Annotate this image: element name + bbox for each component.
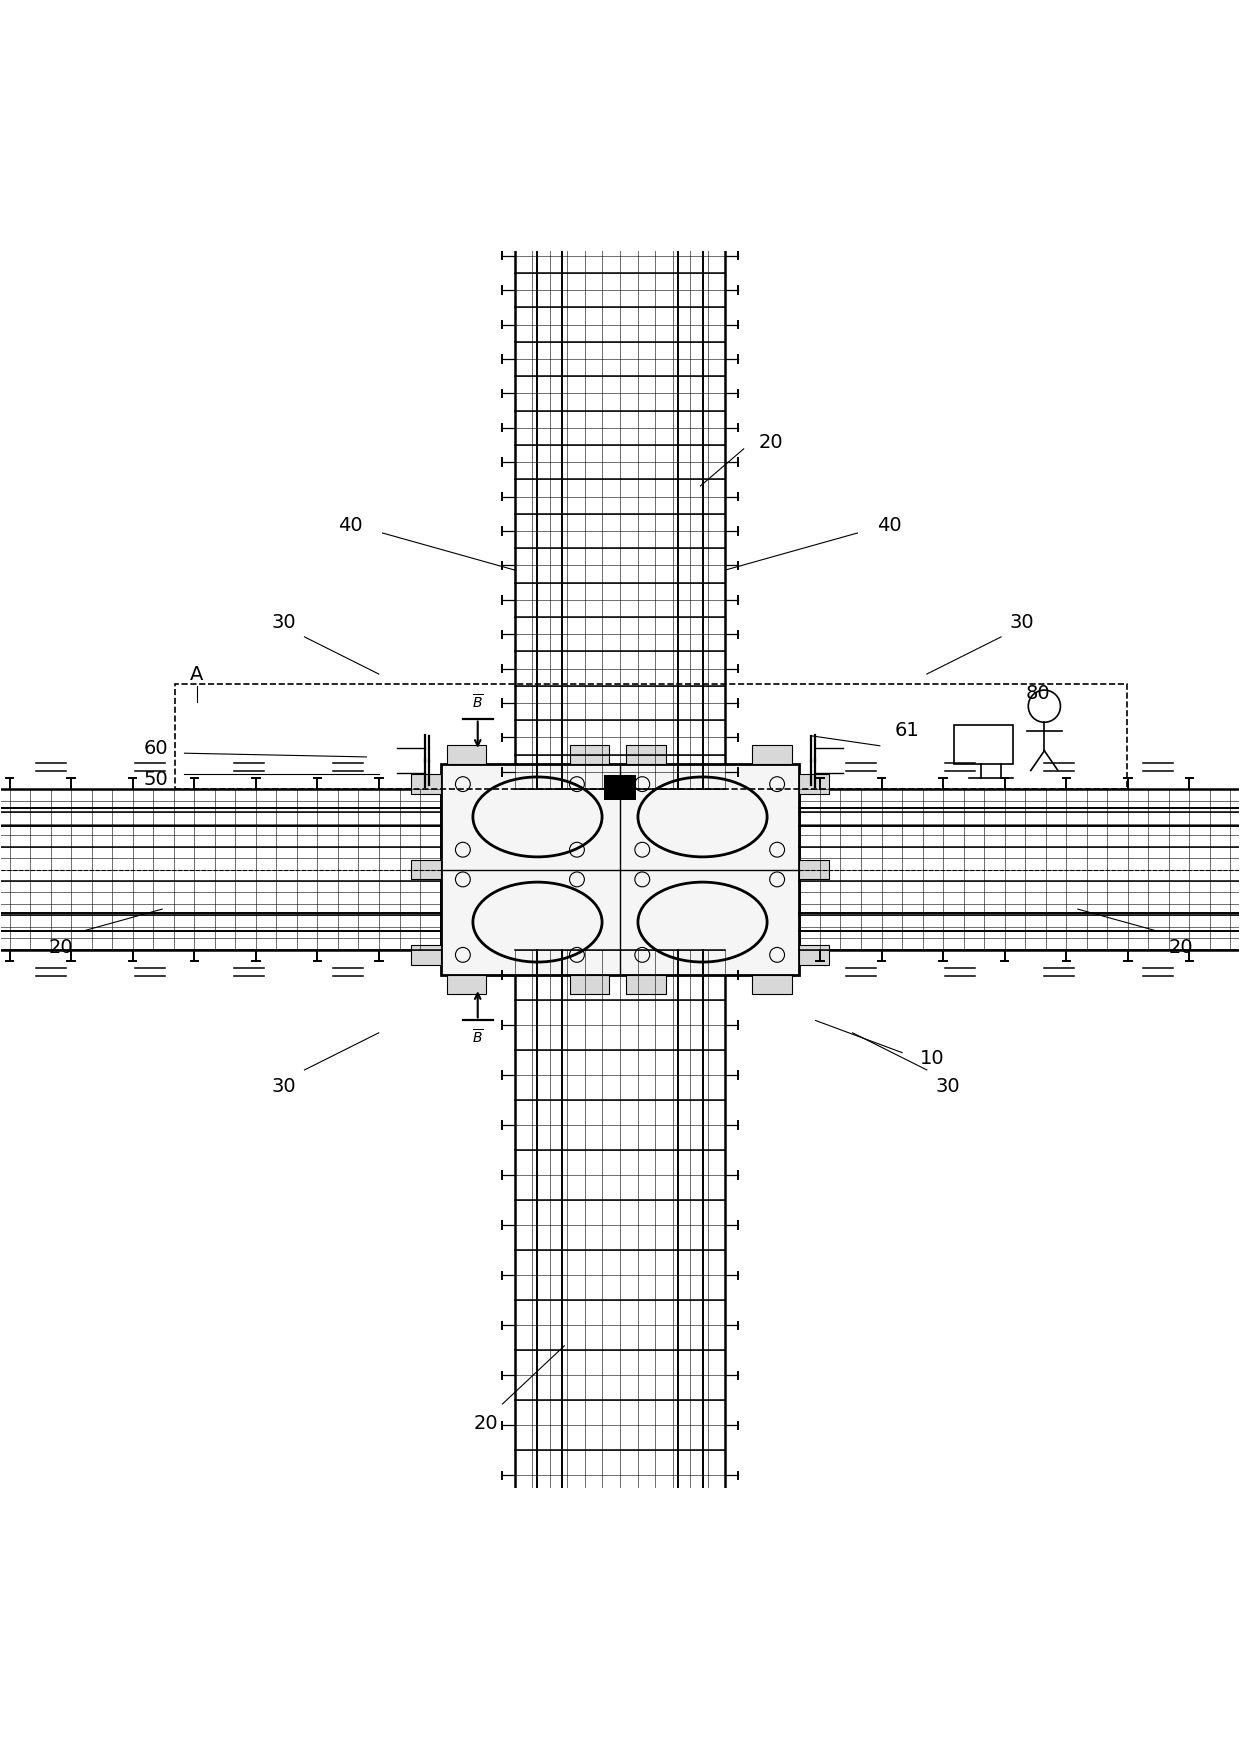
Bar xyxy=(569,744,609,765)
Bar xyxy=(440,765,800,974)
Text: 30: 30 xyxy=(935,1078,960,1096)
Text: $\overline{B}$: $\overline{B}$ xyxy=(472,1028,484,1047)
Bar xyxy=(410,774,440,795)
Bar xyxy=(753,974,792,995)
Bar xyxy=(800,944,830,965)
Bar xyxy=(515,949,725,1501)
Bar xyxy=(753,744,792,765)
Bar xyxy=(800,790,1240,949)
Bar xyxy=(626,974,666,995)
Text: 30: 30 xyxy=(1009,612,1034,631)
Bar xyxy=(626,744,666,765)
Bar xyxy=(446,974,486,995)
Text: 30: 30 xyxy=(272,612,296,631)
Text: 80: 80 xyxy=(1025,685,1050,703)
Bar xyxy=(800,859,830,880)
Text: $\overline{B}$: $\overline{B}$ xyxy=(472,692,484,711)
Text: 20: 20 xyxy=(48,937,73,956)
Bar xyxy=(604,776,636,800)
Bar xyxy=(954,725,1013,765)
Bar xyxy=(515,238,725,790)
Bar xyxy=(446,744,486,765)
Text: A: A xyxy=(190,664,203,683)
Text: 40: 40 xyxy=(339,516,362,536)
Text: 10: 10 xyxy=(919,1049,944,1068)
Text: 50: 50 xyxy=(144,770,169,790)
Text: 20: 20 xyxy=(1168,937,1193,956)
Bar xyxy=(410,944,440,965)
Text: 20: 20 xyxy=(759,433,784,452)
Bar xyxy=(0,790,440,949)
Text: 20: 20 xyxy=(474,1414,498,1433)
Bar xyxy=(800,774,830,795)
Bar xyxy=(410,859,440,880)
Bar xyxy=(569,974,609,995)
Text: 30: 30 xyxy=(272,1078,296,1096)
Text: 60: 60 xyxy=(144,739,169,758)
Text: 61: 61 xyxy=(895,722,919,741)
Bar xyxy=(175,683,1127,790)
Text: 40: 40 xyxy=(878,516,901,536)
